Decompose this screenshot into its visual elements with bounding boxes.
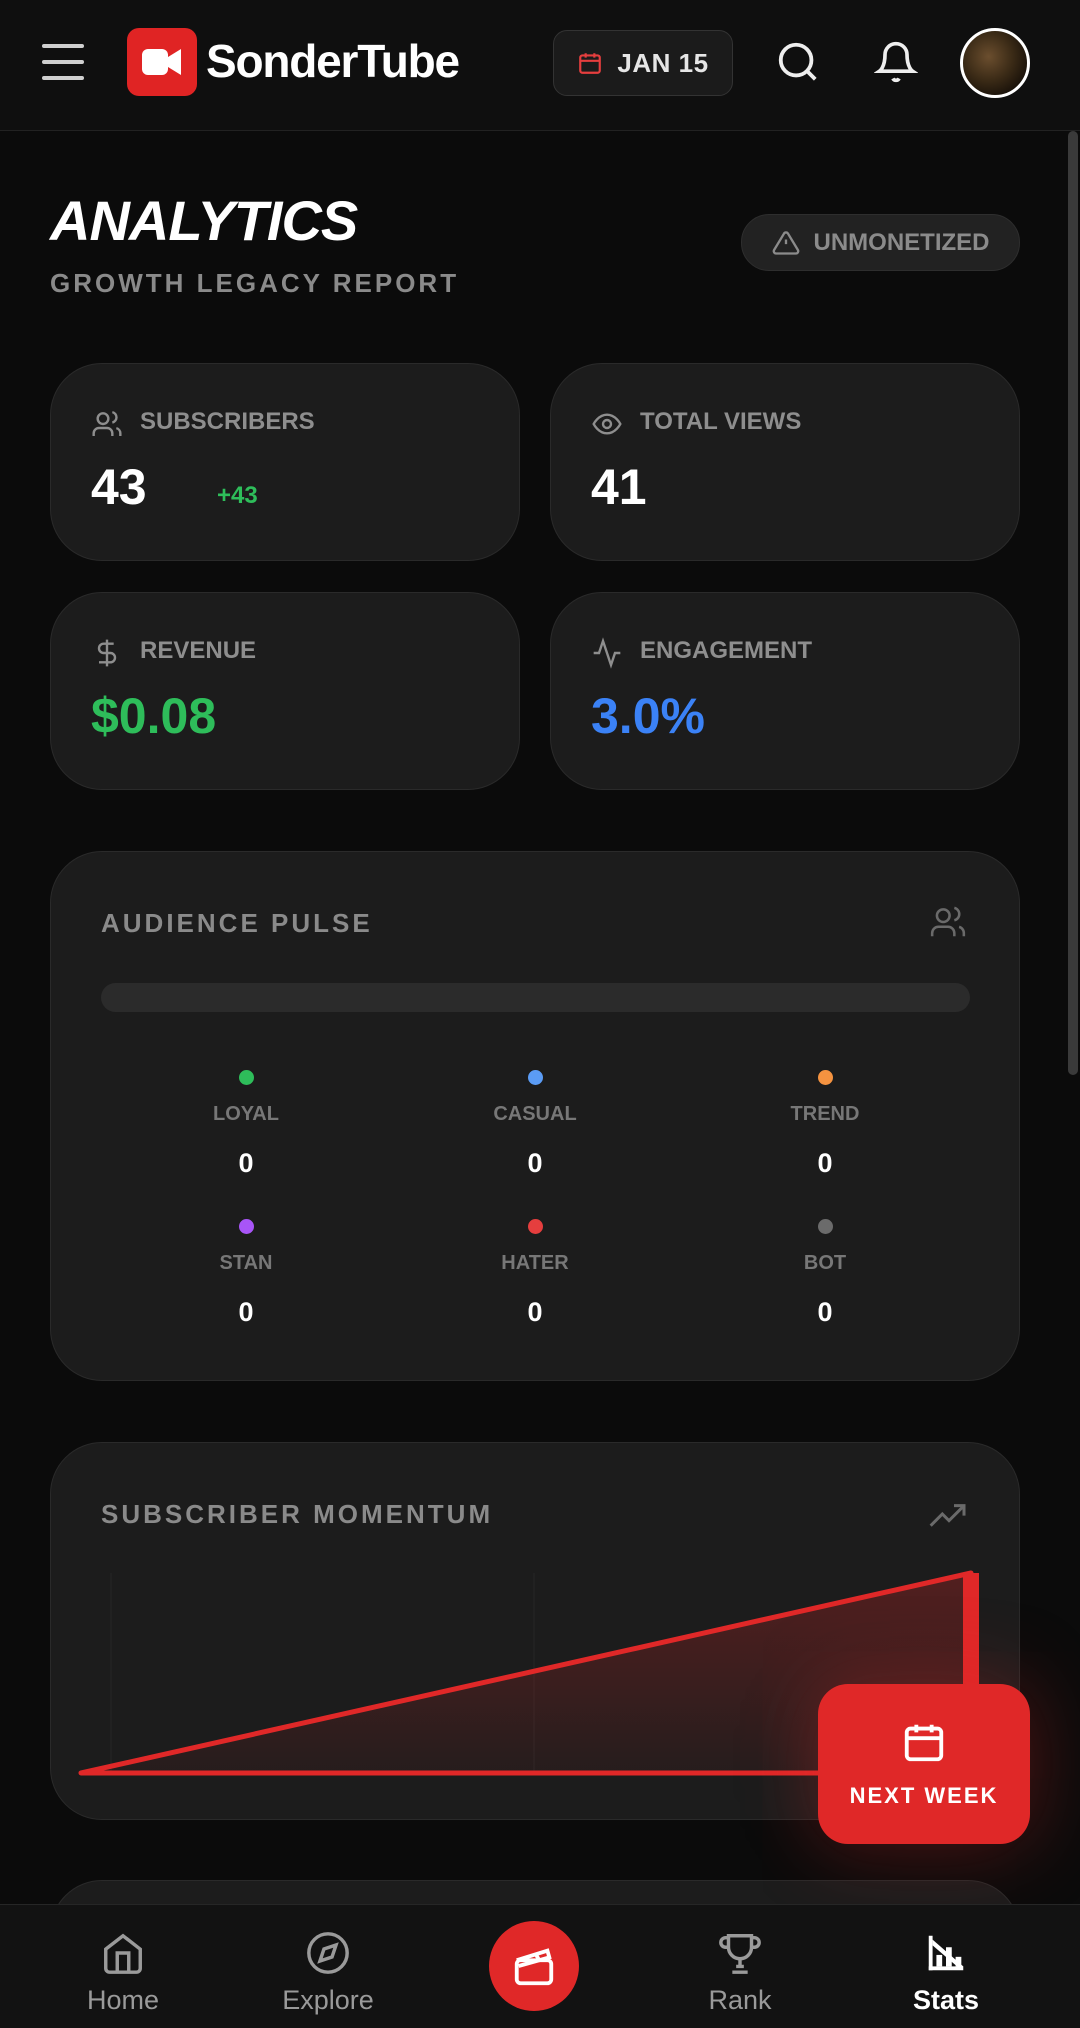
segment-bot: BOT 0 bbox=[725, 1219, 925, 1328]
page-subtitle: GROWTH LEGACY REPORT bbox=[50, 268, 460, 298]
calendar-icon bbox=[904, 1724, 944, 1762]
views-card[interactable]: TOTAL VIEWS 41 bbox=[550, 363, 1020, 561]
home-icon bbox=[99, 1929, 147, 1977]
engagement-label: ENGAGEMENT bbox=[640, 637, 813, 664]
engagement-card[interactable]: ENGAGEMENT 3.0% bbox=[550, 592, 1020, 790]
search-icon[interactable] bbox=[772, 36, 824, 88]
bell-icon[interactable] bbox=[870, 36, 922, 88]
momentum-chart bbox=[78, 1570, 979, 1776]
revenue-card[interactable]: REVENUE $0.08 bbox=[50, 592, 520, 790]
calendar-icon bbox=[579, 53, 602, 74]
next-week-button[interactable]: NEXT WEEK bbox=[818, 1684, 1030, 1844]
segment-stan: STAN 0 bbox=[146, 1219, 346, 1328]
segment-value: 0 bbox=[817, 1297, 833, 1327]
audience-pulse-panel: AUDIENCE PULSE LOYAL 0 CASUAL 0 TREND 0 … bbox=[50, 851, 1020, 1381]
trophy-icon bbox=[716, 1929, 764, 1977]
momentum-title: SUBSCRIBER MOMENTUM bbox=[101, 1499, 494, 1529]
segment-value: 0 bbox=[527, 1148, 543, 1178]
segment-value: 0 bbox=[238, 1297, 254, 1327]
segment-dot bbox=[817, 1219, 833, 1234]
users-icon bbox=[92, 410, 122, 436]
nav-home[interactable]: Home bbox=[38, 1905, 208, 2028]
segment-value: 0 bbox=[238, 1148, 254, 1178]
status-label: UNMONETIZED bbox=[813, 228, 990, 256]
segment-loyal: LOYAL 0 bbox=[146, 1070, 346, 1179]
segment-casual: CASUAL 0 bbox=[435, 1070, 635, 1179]
segment-dot bbox=[238, 1219, 254, 1234]
logo-icon[interactable] bbox=[127, 28, 197, 96]
segment-value: 0 bbox=[817, 1148, 833, 1178]
subscribers-value: 43 bbox=[91, 459, 147, 515]
warning-icon bbox=[772, 230, 799, 255]
eye-icon bbox=[592, 413, 622, 435]
compass-icon bbox=[304, 1929, 352, 1977]
next-week-label: NEXT WEEK bbox=[849, 1783, 999, 1808]
nav-rank[interactable]: Rank bbox=[655, 1905, 825, 2028]
subscriber-momentum-panel: SUBSCRIBER MOMENTUM bbox=[50, 1442, 1020, 1820]
subscribers-card[interactable]: SUBSCRIBERS 43 +43 bbox=[50, 363, 520, 561]
nav-explore[interactable]: Explore bbox=[243, 1905, 413, 2028]
activity-icon bbox=[593, 637, 621, 669]
views-value: 41 bbox=[591, 459, 647, 515]
segment-label: STAN bbox=[219, 1252, 273, 1274]
segment-hater: HATER 0 bbox=[435, 1219, 635, 1328]
revenue-value: $0.08 bbox=[91, 688, 217, 744]
nav-stats-label: Stats bbox=[912, 1985, 980, 2015]
nav-explore-label: Explore bbox=[282, 1985, 374, 2015]
scrollbar[interactable] bbox=[1068, 131, 1078, 1075]
audience-distribution-bar bbox=[101, 983, 970, 1012]
trending-up-icon bbox=[929, 1504, 966, 1527]
avatar[interactable] bbox=[960, 28, 1030, 98]
audience-pulse-title: AUDIENCE PULSE bbox=[101, 908, 373, 938]
app-name[interactable]: SonderTube bbox=[206, 35, 460, 87]
nav-home-label: Home bbox=[86, 1985, 160, 2015]
segment-label: CASUAL bbox=[493, 1103, 577, 1125]
clapperboard-icon bbox=[514, 1948, 554, 1986]
segment-label: TREND bbox=[790, 1103, 860, 1125]
segment-value: 0 bbox=[527, 1297, 543, 1327]
revenue-label: REVENUE bbox=[140, 637, 257, 664]
nav-rank-label: Rank bbox=[708, 1985, 772, 2015]
current-date: JAN 15 bbox=[617, 47, 709, 78]
segment-dot bbox=[527, 1070, 543, 1085]
date-button[interactable]: JAN 15 bbox=[553, 30, 733, 96]
top-bar: SonderTube JAN 15 bbox=[0, 0, 1080, 131]
segment-label: BOT bbox=[803, 1252, 847, 1274]
bar-chart-icon bbox=[922, 1929, 970, 1977]
engagement-value: 3.0% bbox=[591, 688, 705, 744]
status-badge: UNMONETIZED bbox=[741, 214, 1020, 271]
segment-trend: TREND 0 bbox=[725, 1070, 925, 1179]
dollar-icon bbox=[97, 639, 117, 667]
segment-dot bbox=[527, 1219, 543, 1234]
segment-label: HATER bbox=[501, 1252, 569, 1274]
users-icon bbox=[930, 906, 966, 937]
segment-dot bbox=[238, 1070, 254, 1085]
segment-label: LOYAL bbox=[213, 1103, 279, 1125]
subscribers-label: SUBSCRIBERS bbox=[140, 408, 315, 435]
page-title: ANALYTICS bbox=[50, 189, 358, 252]
create-button[interactable] bbox=[489, 1921, 579, 2011]
segment-dot bbox=[817, 1070, 833, 1085]
views-label: TOTAL VIEWS bbox=[640, 408, 802, 435]
menu-icon[interactable] bbox=[42, 44, 84, 80]
subscribers-delta: +43 bbox=[217, 482, 258, 509]
nav-stats[interactable]: Stats bbox=[861, 1905, 1031, 2028]
